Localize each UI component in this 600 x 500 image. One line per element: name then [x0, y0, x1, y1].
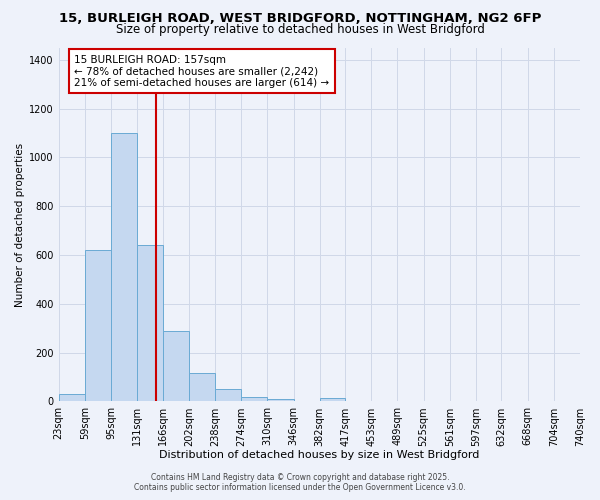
Bar — [137, 245, 163, 402]
X-axis label: Distribution of detached houses by size in West Bridgford: Distribution of detached houses by size … — [159, 450, 479, 460]
Text: 15, BURLEIGH ROAD, WEST BRIDGFORD, NOTTINGHAM, NG2 6FP: 15, BURLEIGH ROAD, WEST BRIDGFORD, NOTTI… — [59, 12, 541, 26]
Bar — [111, 133, 137, 402]
Bar — [189, 374, 215, 402]
Text: 15 BURLEIGH ROAD: 157sqm
← 78% of detached houses are smaller (2,242)
21% of sem: 15 BURLEIGH ROAD: 157sqm ← 78% of detach… — [74, 54, 329, 88]
Bar — [85, 250, 111, 402]
Text: Contains HM Land Registry data © Crown copyright and database right 2025.
Contai: Contains HM Land Registry data © Crown c… — [134, 473, 466, 492]
Text: Size of property relative to detached houses in West Bridgford: Size of property relative to detached ho… — [116, 22, 484, 36]
Bar — [215, 390, 241, 402]
Y-axis label: Number of detached properties: Number of detached properties — [15, 142, 25, 306]
Bar — [268, 399, 293, 402]
Bar — [241, 396, 268, 402]
Bar — [320, 398, 345, 402]
Bar — [163, 330, 189, 402]
Bar — [59, 394, 85, 402]
